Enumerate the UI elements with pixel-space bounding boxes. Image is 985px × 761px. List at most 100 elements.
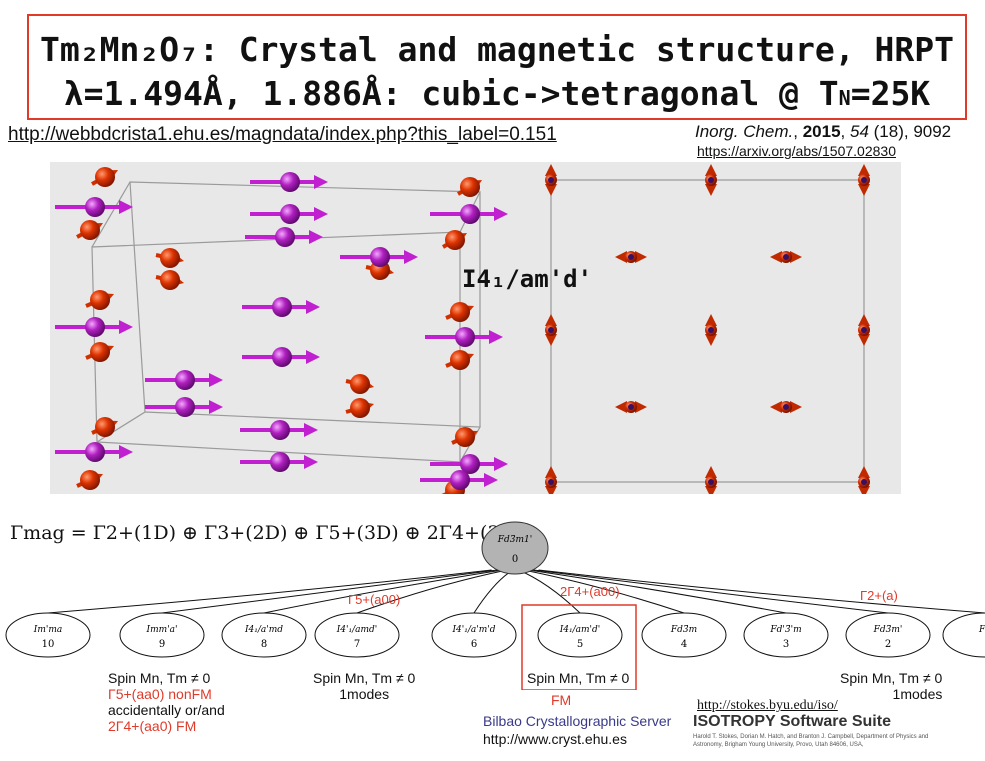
- annotation-9-line1: Spin Mn, Tm ≠ 0: [108, 670, 211, 686]
- magnetic-structure-projection: [524, 162, 901, 498]
- spin-up-head: [858, 164, 870, 176]
- tree-edges: [47, 569, 985, 614]
- subgroup-tree-svg: Fd3̄m1' 0 Im'ma 10 Imm'a' 9 I4₁/a'md 8 I4'₁/am…: [5, 521, 985, 691]
- subgroup-node-number: 10: [42, 639, 55, 650]
- spin-down-head: [705, 486, 717, 498]
- mn-sphere: [445, 230, 465, 250]
- annotation-2-line1: Spin Mn, Tm ≠ 0: [840, 670, 943, 686]
- tm-atom: [340, 247, 418, 267]
- subgroup-node-ellipse: [942, 612, 985, 658]
- subgroup-node-symbol: Im'ma: [33, 625, 62, 635]
- annotation-5-line1: Spin Mn, Tm ≠ 0: [527, 670, 630, 686]
- tm-atom: [55, 442, 133, 462]
- mn-sphere: [455, 427, 475, 447]
- subgroup-node[interactable]: I4₁/am'd' 5: [537, 612, 623, 658]
- mn-atom: [451, 427, 478, 447]
- subgroup-node[interactable]: Fd: [942, 612, 985, 658]
- tm-sphere: [280, 172, 300, 192]
- mn-atom: [91, 417, 118, 437]
- mn-sphere: [95, 167, 115, 187]
- spin-down-head: [705, 184, 717, 196]
- subgroup-node[interactable]: I4₁/a'md 8: [221, 612, 307, 658]
- mn-atom-projected: [770, 251, 802, 263]
- tm-atom: [430, 454, 508, 474]
- spin-up-head: [545, 314, 557, 326]
- tm-spin-arrow-head: [404, 250, 418, 264]
- subgroup-node-symbol: Imm'a': [146, 625, 178, 635]
- mn-sphere: [80, 470, 100, 490]
- tm-spin-arrow-head: [209, 400, 223, 414]
- tm-sphere: [85, 317, 105, 337]
- magndata-link[interactable]: http://webbdcrista1.ehu.es/magndata/inde…: [8, 124, 557, 145]
- subgroup-node[interactable]: Imm'a' 9: [119, 612, 205, 658]
- tree-edge: [161, 569, 498, 614]
- tm-spin-arrow-head: [304, 423, 318, 437]
- subgroup-node[interactable]: I4'₁/amd' 7: [314, 612, 400, 658]
- atoms-right: [545, 164, 870, 498]
- spin-up-head: [545, 466, 557, 478]
- mn-atom-projected: [545, 314, 557, 346]
- tm-atom: [425, 327, 503, 347]
- spin-right-head: [790, 401, 802, 413]
- annotation-node-2: Spin Mn, Tm ≠ 0 1modes: [840, 670, 942, 702]
- mn-sphere: [95, 417, 115, 437]
- mn-atom-projected: [545, 164, 557, 196]
- mn-sphere: [350, 374, 370, 394]
- magnetic-structure-3d-view: [50, 162, 525, 500]
- root-node-symbol: Fd3̄m1': [497, 535, 532, 545]
- tree-edge: [528, 569, 787, 614]
- edge-label-2g4: 2Γ4+(a00): [560, 584, 620, 599]
- spin-left-head: [615, 401, 627, 413]
- annotation-7-line1: Spin Mn, Tm ≠ 0: [313, 670, 416, 686]
- tree-edge: [263, 569, 503, 614]
- subgroup-node-ellipse: [537, 612, 623, 658]
- arxiv-link[interactable]: https://arxiv.org/abs/1507.02830: [697, 143, 896, 159]
- spin-left-head: [615, 251, 627, 263]
- root-node[interactable]: [481, 521, 549, 575]
- annotation-7-line2: 1modes: [339, 686, 390, 702]
- mn-atom: [85, 342, 114, 362]
- subgroup-node-symbol: I4₁/a'md: [244, 625, 283, 635]
- mn-sphere: [450, 350, 470, 370]
- subgroup-node-symbol: I4'₁/amd': [336, 625, 378, 635]
- subgroup-node[interactable]: Fd3̄m' 2: [845, 612, 931, 658]
- spin-up-head: [705, 164, 717, 176]
- tree-edge: [538, 569, 985, 614]
- subgroup-node-number: 6: [471, 639, 477, 650]
- tree-edge: [523, 569, 685, 614]
- mn-atom: [345, 398, 374, 418]
- subgroup-node-number: 4: [681, 639, 687, 650]
- subgroup-tree: Fd3̄m1' 0 Im'ma 10 Imm'a' 9 I4₁/a'md 8 I4'₁/am…: [0, 520, 985, 691]
- tm-spin-arrow-head: [306, 350, 320, 364]
- mn-sphere: [450, 302, 470, 322]
- mn-atom: [155, 270, 184, 290]
- tm-center: [548, 327, 554, 333]
- edge-label-g5: Γ5+(a00): [348, 592, 400, 607]
- subgroup-node-ellipse: [845, 612, 931, 658]
- citation: Inorg. Chem., 2015, 54 (18), 9092: [695, 122, 952, 141]
- subgroup-node[interactable]: Fd'3̄'m 3: [743, 612, 829, 658]
- subgroup-node-ellipse: [314, 612, 400, 658]
- annotation-node-5: Spin Mn, Tm ≠ 0 FM: [527, 670, 629, 708]
- annotation-9-line4: 2Γ4+(aa0) FM: [108, 718, 197, 734]
- subgroup-node-symbol: Fd'3̄'m: [769, 625, 801, 635]
- bilbao-server-url[interactable]: http://www.cryst.ehu.es: [483, 731, 627, 747]
- subgroup-node[interactable]: Fd3̄m 4: [641, 612, 727, 658]
- spin-right-head: [635, 251, 647, 263]
- mn-atom-projected: [705, 314, 717, 346]
- isotropy-link[interactable]: http://stokes.byu.edu/iso/: [697, 698, 838, 713]
- mn-atom: [76, 470, 103, 490]
- spin-right-head: [635, 401, 647, 413]
- tm-spin-arrow-head: [484, 473, 498, 487]
- subgroup-node[interactable]: Im'ma 10: [5, 612, 91, 658]
- mn-atom: [76, 220, 103, 240]
- isotropy-title: ISOTROPY Software Suite: [693, 713, 891, 730]
- subgroup-node[interactable]: I4'₁/a'm'd 6: [431, 612, 517, 658]
- tm-center: [861, 177, 867, 183]
- mn-sphere: [350, 398, 370, 418]
- unit-cell-lines: [91, 181, 482, 463]
- subgroup-node-number: 5: [577, 639, 583, 650]
- annotation-5-line2: FM: [551, 692, 572, 708]
- mn-atom: [456, 177, 482, 197]
- mn-atom: [345, 374, 374, 394]
